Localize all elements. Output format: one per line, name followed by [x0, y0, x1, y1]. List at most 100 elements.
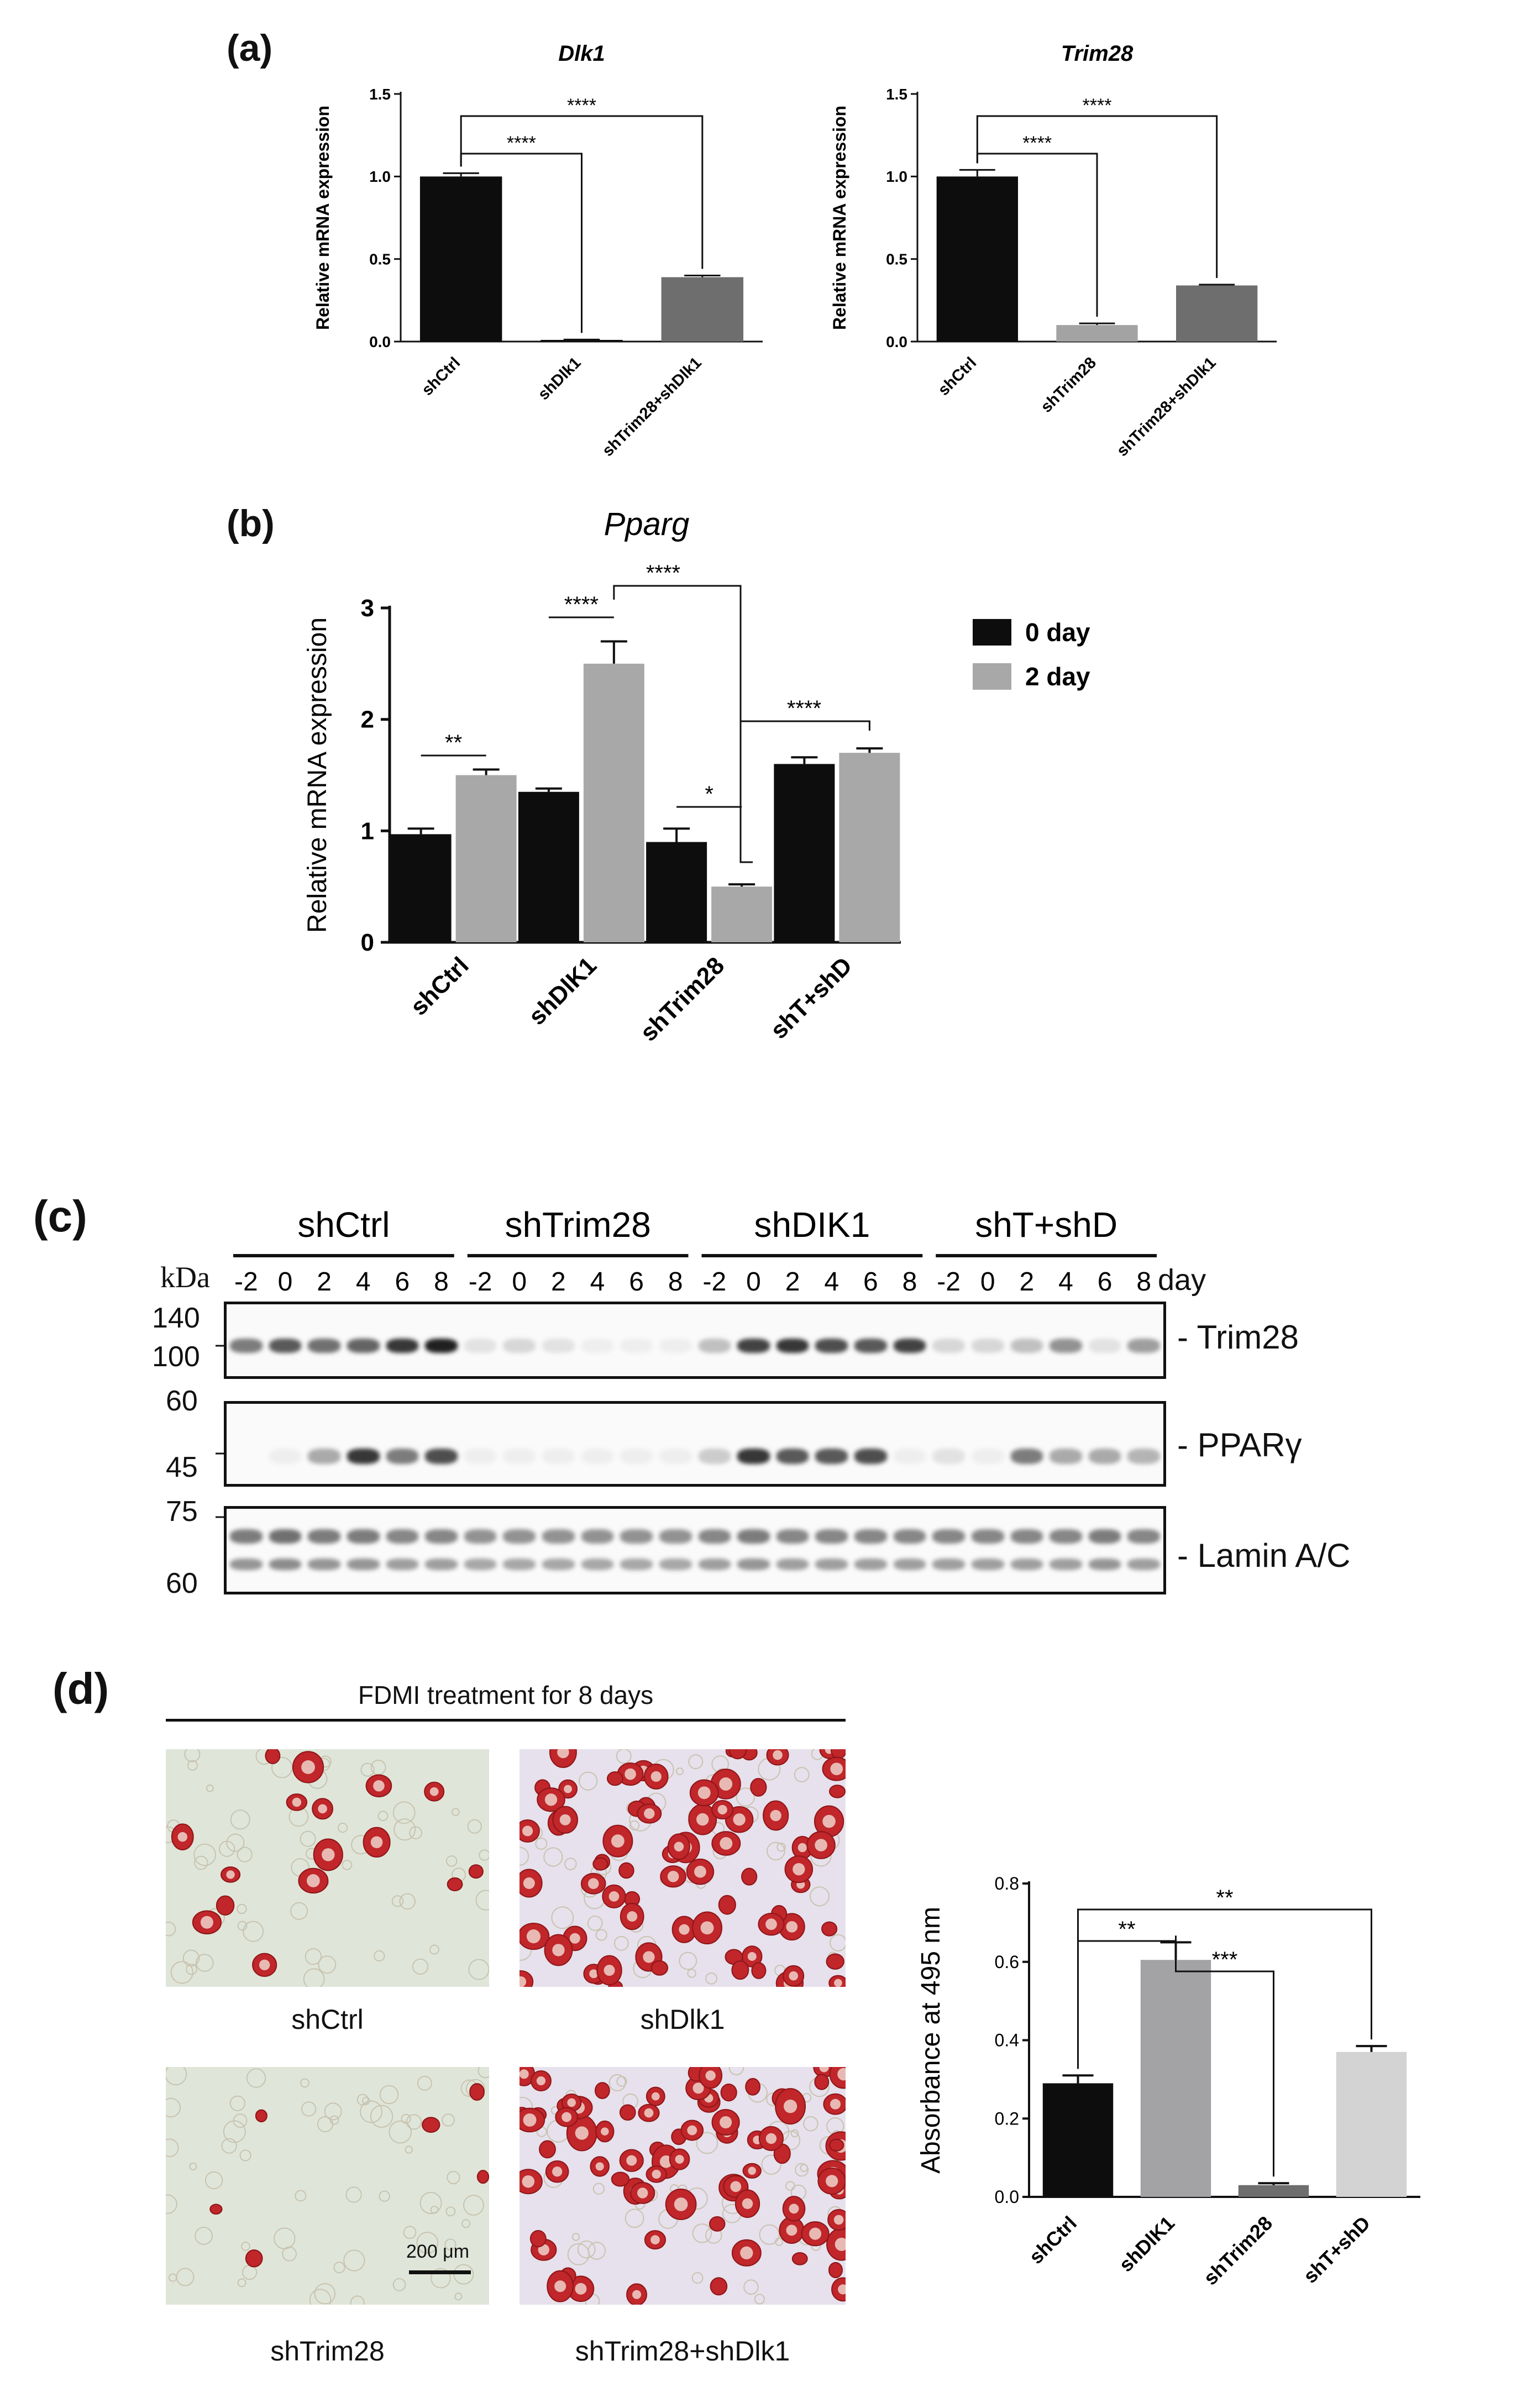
undifferentiated-cell [370, 2105, 393, 2128]
undifferentiated-cell [337, 1822, 348, 1833]
day-label: 2 [785, 1267, 800, 1297]
undifferentiated-cell [587, 1916, 603, 1931]
undifferentiated-cell [345, 2186, 362, 2203]
undifferentiated-cell [230, 1809, 250, 1830]
significance-label: **** [646, 561, 680, 585]
band [854, 1449, 887, 1464]
y-tick-label: 0.0 [886, 333, 907, 350]
undifferentiated-cell [692, 2223, 712, 2243]
undifferentiated-cell [451, 1808, 460, 1817]
protein-trim28: - Trim28 [1177, 1319, 1299, 1356]
band [503, 1339, 536, 1353]
undifferentiated-cell [305, 1948, 322, 1965]
undifferentiated-cell [271, 1756, 293, 1779]
undifferentiated-cell [206, 1784, 214, 1792]
bar-shDlK1-0 day [518, 791, 579, 942]
band [893, 1339, 926, 1353]
bar-shT+shD-2 day [839, 753, 900, 942]
y-tick-label: 0.5 [369, 250, 391, 267]
marker-100: 100 [152, 1341, 200, 1373]
lipid-droplet-core [604, 1965, 615, 1976]
legend-label: 2 day [1025, 662, 1090, 691]
lipid-droplet-core [522, 2175, 535, 2188]
micrograph-shctrl [166, 1749, 489, 1987]
undifferentiated-cell [295, 2190, 307, 2202]
undifferentiated-cell [616, 1749, 632, 1764]
band [893, 1559, 926, 1570]
group-label: shDIK1 [754, 1205, 870, 1245]
lipid-droplet-core [687, 2125, 697, 2136]
day-label: 6 [395, 1267, 410, 1297]
day-label: 4 [824, 1267, 839, 1297]
undifferentiated-cell [520, 1846, 529, 1866]
protein-lamin: - Lamin A/C [1177, 1537, 1351, 1574]
band [737, 1559, 770, 1570]
undifferentiated-cell [592, 2183, 605, 2195]
undifferentiated-cell [329, 2115, 339, 2125]
band [425, 1449, 458, 1464]
lipid-droplet-core [322, 1848, 335, 1861]
y-tick-label: 0.0 [369, 333, 391, 350]
lipid-droplet-cell [594, 2082, 610, 2099]
lipid-droplet-core [720, 2116, 732, 2129]
lipid-droplet-core [773, 1750, 783, 1760]
lipid-droplet-core [552, 2166, 563, 2177]
undifferentiated-cell [226, 1833, 245, 1852]
lipid-droplet-core [692, 2082, 704, 2094]
band [1127, 1559, 1160, 1570]
undifferentiated-cell [728, 2067, 744, 2076]
undifferentiated-cell [377, 1811, 389, 1822]
micrograph-drawing [520, 1749, 846, 1987]
scale-bar [409, 2270, 471, 2274]
undifferentiated-cell [229, 2095, 245, 2111]
day-label: 6 [1098, 1267, 1113, 1297]
lipid-droplet-core [522, 1825, 533, 1837]
day-label: 8 [1136, 1267, 1151, 1297]
lipid-droplet-core [650, 2235, 660, 2245]
lipid-droplet-core [837, 2068, 846, 2081]
band [308, 1559, 340, 1570]
band [308, 1339, 340, 1353]
bar-shDlK1 [1140, 1960, 1211, 2197]
undifferentiated-cell [237, 1921, 248, 1931]
band [1088, 1449, 1121, 1464]
lipid-droplet-core [822, 1814, 836, 1828]
panel-label-c: (c) [33, 1192, 87, 1241]
y-axis-label: Relative mRNA expression [303, 617, 332, 933]
undifferentiated-cell [629, 1820, 640, 1831]
day-label: 6 [629, 1267, 644, 1297]
lipid-droplet-cell [422, 2117, 440, 2133]
band [464, 1559, 497, 1570]
lipid-droplet-cell [814, 2074, 830, 2090]
undifferentiated-cell [403, 2226, 417, 2239]
band [581, 1529, 614, 1544]
lipid-droplet-core [301, 1760, 315, 1774]
lipid-droplet-core [819, 2067, 829, 2073]
undifferentiated-cell [233, 2113, 248, 2128]
day-label: 0 [980, 1267, 995, 1297]
lipid-droplet-cell [611, 2171, 630, 2187]
band [659, 1529, 692, 1544]
band [464, 1529, 497, 1544]
lipid-droplet-core [765, 2133, 777, 2144]
y-tick-label: 1.0 [369, 168, 391, 185]
y-tick-label: 1.5 [369, 86, 391, 103]
undifferentiated-cell [184, 1749, 201, 1762]
undifferentiated-cell [543, 1847, 563, 1867]
undifferentiated-cell [246, 2068, 266, 2088]
band [854, 1529, 887, 1544]
group-label: shT+shD [975, 1205, 1117, 1245]
band [1088, 1529, 1121, 1544]
lipid-droplet-cell [750, 1777, 767, 1797]
undifferentiated-cell [467, 1819, 482, 1834]
significance-label: **** [507, 133, 536, 154]
undifferentiated-cell [625, 2208, 644, 2228]
caption-shctrl: shCtrl [291, 2004, 364, 2035]
lipid-droplet-cell [720, 2083, 737, 2102]
day-label: -2 [937, 1267, 961, 1297]
lipid-droplet-core [520, 2069, 529, 2079]
lipid-droplet-core [830, 2099, 841, 2110]
undifferentiated-cell [776, 1842, 786, 1852]
undifferentiated-cell [551, 1906, 574, 1929]
